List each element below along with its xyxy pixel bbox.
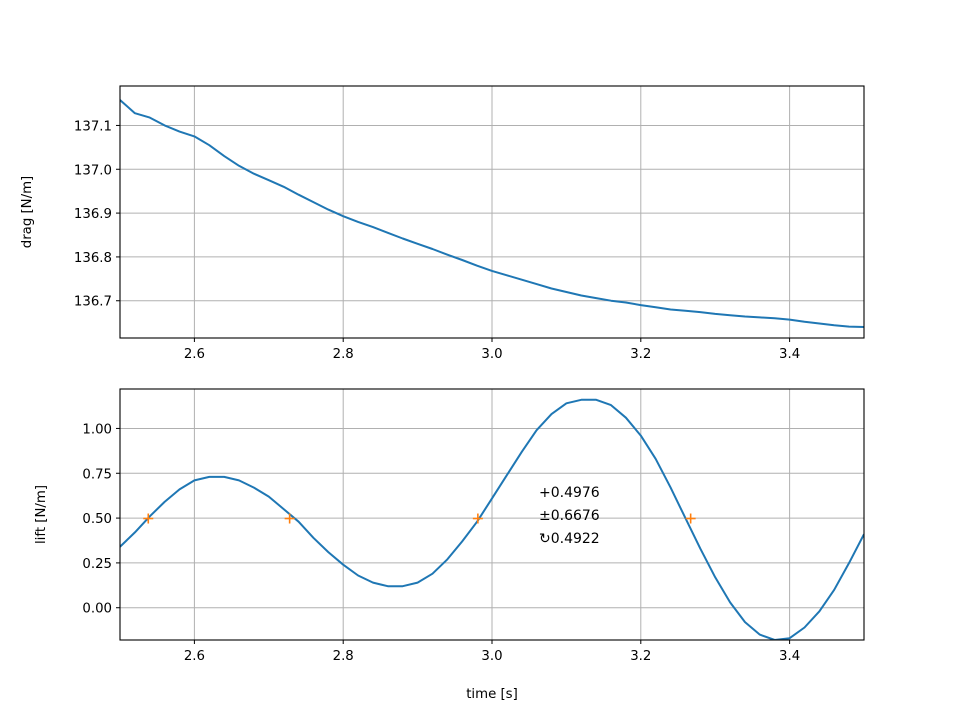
drag-xtick-label: 3.4: [779, 347, 800, 362]
drag-subplot: 2.6 2.8 3.0 3.2 3.4 136.7 136.8 136.9 137.0 137.1…: [20, 85, 865, 362]
drag-ytick-label: 136.9: [74, 207, 112, 222]
lift-subplot: 2.6 2.8 3.0 3.2 3.4 0.00 0.25 0.50 0.75 1.00 lift…: [34, 388, 865, 702]
lift-series: [120, 398, 864, 640]
lift-xtick-label: 3.0: [481, 649, 502, 664]
lift-ytick-label: 0.50: [82, 512, 112, 527]
lift-ylabel: lift [N/m]: [34, 485, 49, 544]
drag-ytick-label: 136.8: [74, 251, 112, 266]
drag-xtick-label: 2.8: [333, 347, 354, 362]
lift-ytick-label: 1.00: [82, 422, 112, 437]
lift-xtick-label: 2.8: [333, 649, 354, 664]
drag-ytick-label: 136.7: [74, 295, 112, 310]
lift-annotation: +0.4976 ±0.6676 ↻0.4922: [539, 485, 600, 547]
lift-ytick-label: 0.00: [82, 602, 112, 617]
drag-grid: [120, 86, 864, 338]
drag-ytick-label: 137.0: [74, 163, 112, 178]
lift-markers: [143, 513, 696, 524]
annotation-mean: +0.4976: [539, 485, 600, 501]
drag-xtick-label: 3.2: [630, 347, 651, 362]
drag-xtick-label: 2.6: [184, 347, 205, 362]
drag-ticks: 2.6 2.8 3.0 3.2 3.4 136.7 136.8 136.9 137.0 137.1: [74, 119, 800, 362]
lift-ticks: 2.6 2.8 3.0 3.2 3.4 0.00 0.25 0.50 0.75 1.00: [82, 422, 800, 664]
annotation-amplitude: ±0.6676: [539, 508, 600, 524]
lift-grid: [120, 389, 864, 640]
lift-ytick-label: 0.25: [82, 557, 112, 572]
lift-ytick-label: 0.75: [82, 467, 112, 482]
lift-xlabel: time [s]: [466, 687, 518, 702]
crossing-marker: [143, 513, 154, 524]
annotation-period: ↻0.4922: [539, 531, 600, 547]
crossing-marker: [472, 513, 483, 524]
drag-ytick-label: 137.1: [74, 119, 112, 134]
drag-xtick-label: 3.0: [481, 347, 502, 362]
lift-xtick-label: 2.6: [184, 649, 205, 664]
crossing-marker: [685, 513, 696, 524]
lift-xtick-label: 3.2: [630, 649, 651, 664]
lift-xtick-label: 3.4: [779, 649, 800, 664]
drag-line: [120, 99, 864, 328]
lift-line: [120, 398, 864, 640]
drag-ylabel: drag [N/m]: [20, 176, 35, 248]
crossing-marker: [284, 513, 295, 524]
drag-series: [120, 99, 864, 328]
